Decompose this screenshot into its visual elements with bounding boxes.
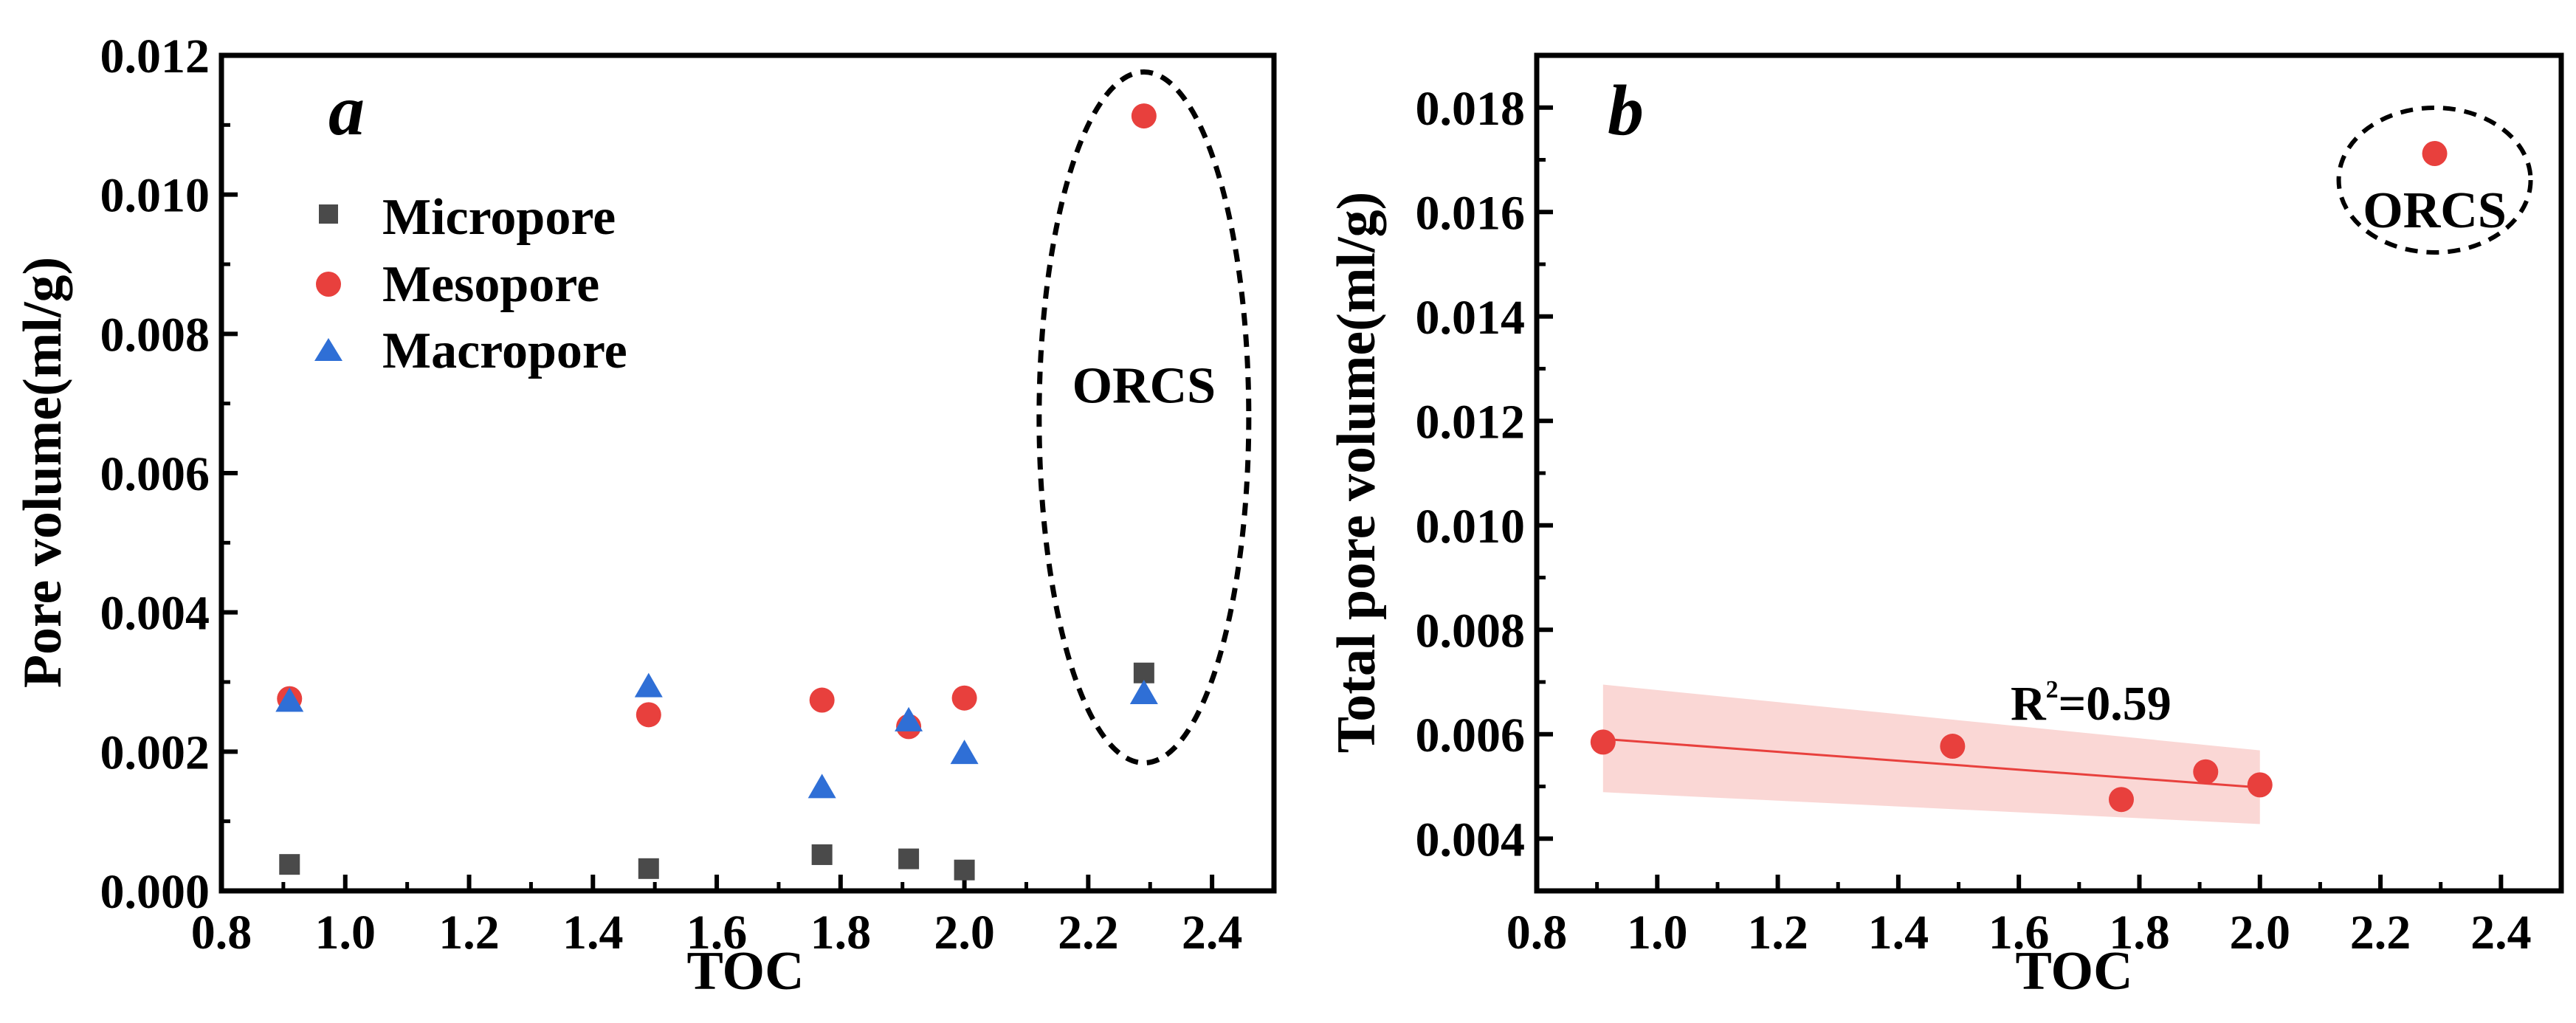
micropore-point bbox=[279, 854, 300, 875]
micropore-point bbox=[898, 848, 920, 869]
x-tick-label: 2.4 bbox=[1182, 906, 1243, 960]
x-tick-label: 1.8 bbox=[2109, 906, 2170, 960]
panel-b-confidence-band bbox=[1602, 684, 2260, 824]
y-tick-label: 0.002 bbox=[100, 726, 210, 779]
micropore-point bbox=[954, 859, 975, 881]
y-tick-label: 0.018 bbox=[1416, 82, 1526, 136]
y-tick-label: 0.004 bbox=[1416, 813, 1526, 867]
y-tick-label: 0.016 bbox=[1416, 186, 1526, 240]
y-tick-label: 0.012 bbox=[100, 30, 210, 83]
x-tick-label: 2.4 bbox=[2470, 906, 2532, 960]
panel-a-orcs-ellipse bbox=[1036, 69, 1252, 766]
x-tick-label: 1.2 bbox=[1747, 906, 1808, 960]
y-tick-label: 0.010 bbox=[1416, 500, 1526, 554]
macropore-point bbox=[1129, 680, 1158, 705]
panel-b-letter: b bbox=[1608, 71, 1644, 151]
x-tick-label: 0.8 bbox=[191, 906, 252, 960]
x-tick-label: 1.8 bbox=[810, 906, 872, 960]
macropore-point bbox=[634, 672, 663, 698]
micropore-point bbox=[811, 844, 833, 865]
mesopore-point bbox=[951, 685, 977, 711]
x-tick-label: 2.0 bbox=[2230, 906, 2291, 960]
panel-a-y-axis-label: Pore volume(ml/g) bbox=[13, 257, 73, 688]
y-tick-label: 0.008 bbox=[100, 308, 210, 362]
panel-a-data-points bbox=[275, 103, 1158, 881]
total-pore-volume-point bbox=[2422, 141, 2448, 167]
x-tick-label: 0.8 bbox=[1506, 906, 1568, 960]
total-pore-volume-point bbox=[1940, 734, 1966, 760]
y-tick-label: 0.000 bbox=[100, 865, 210, 919]
panel-a-letter: a bbox=[328, 71, 365, 151]
panel-b-fit-line bbox=[1602, 737, 2260, 789]
panel-a-plot-frame bbox=[218, 52, 1277, 894]
panel-b-x-ticks: 0.8 1.0 1.2 1.4 1.6 1.8 2.0 2.2 2.4 bbox=[1506, 875, 2532, 960]
x-tick-label: 1.4 bbox=[1868, 906, 1929, 960]
y-tick-label: 0.012 bbox=[1416, 395, 1526, 449]
macropore-point bbox=[950, 740, 979, 765]
mesopore-point bbox=[1131, 103, 1157, 129]
x-tick-label: 1.0 bbox=[315, 906, 376, 960]
macropore-point bbox=[275, 687, 304, 712]
r2-prefix: R bbox=[2011, 677, 2047, 731]
mesopore-point bbox=[636, 702, 661, 728]
r2-value: =0.59 bbox=[2059, 677, 2172, 731]
x-tick-label: 1.0 bbox=[1627, 906, 1688, 960]
panel-b-r-squared: R2=0.59 bbox=[2011, 676, 2172, 731]
x-tick-label: 1.6 bbox=[1988, 906, 2050, 960]
panel-a-x-axis-label: TOC bbox=[686, 941, 804, 1002]
total-pore-volume-point bbox=[1590, 729, 1616, 755]
x-tick-label: 1.6 bbox=[686, 906, 748, 960]
legend-mesopore-circle-marker bbox=[316, 272, 341, 297]
y-tick-label: 0.004 bbox=[100, 587, 210, 641]
panel-b-y-axis-label: Total pore volume(ml/g) bbox=[1326, 192, 1387, 754]
x-tick-label: 1.4 bbox=[562, 906, 624, 960]
legend-macropore-triangle-marker bbox=[314, 338, 342, 361]
panel-b-orcs-ellipse bbox=[2336, 106, 2533, 255]
r2-superscript: 2 bbox=[2046, 676, 2059, 703]
legend-macropore-label: Macropore bbox=[382, 323, 627, 379]
panel-b-data-points bbox=[1590, 141, 2448, 813]
panel-a-x-ticks: 0.8 1.0 1.2 1.4 1.6 1.8 2.0 2.2 2.4 bbox=[191, 875, 1243, 960]
panel-b-orcs-label: ORCS bbox=[2363, 182, 2506, 239]
panel-b: 0.004 0.006 0.008 0.010 0.012 0.014 0.016 0.018… bbox=[1326, 52, 2564, 1002]
panel-a-y-ticks: 0.000 0.002 0.004 0.006 0.008 0.010 0.012 bbox=[100, 30, 238, 919]
y-tick-label: 0.014 bbox=[1416, 291, 1526, 345]
x-tick-label: 2.2 bbox=[2350, 906, 2411, 960]
legend-mesopore-label: Mesopore bbox=[382, 256, 599, 313]
total-pore-volume-point bbox=[2247, 772, 2273, 798]
legend-micropore-square-marker bbox=[319, 204, 338, 224]
y-tick-label: 0.006 bbox=[1416, 709, 1526, 762]
y-tick-label: 0.010 bbox=[100, 169, 210, 223]
mesopore-point bbox=[809, 687, 835, 713]
y-tick-label: 0.006 bbox=[100, 447, 210, 501]
y-tick-label: 0.008 bbox=[1416, 604, 1526, 658]
macropore-point bbox=[807, 774, 836, 799]
legend-micropore-label: Micropore bbox=[382, 189, 616, 246]
panel-a-legend: Micropore Mesopore Macropore bbox=[314, 189, 627, 379]
panel-b-x-axis-label: TOC bbox=[2015, 941, 2132, 1002]
macropore-point bbox=[895, 706, 923, 731]
x-tick-label: 2.0 bbox=[934, 906, 995, 960]
panel-a: 0.000 0.002 0.004 0.006 0.008 0.010 0.012 0.8 1… bbox=[13, 30, 1277, 1002]
micropore-point bbox=[638, 858, 659, 879]
panel-b-y-ticks: 0.004 0.006 0.008 0.010 0.012 0.014 0.016 0.018 bbox=[1416, 82, 1553, 867]
total-pore-volume-point bbox=[2193, 759, 2219, 785]
panel-a-orcs-label: ORCS bbox=[1072, 358, 1216, 415]
total-pore-volume-point bbox=[2108, 787, 2134, 813]
x-tick-label: 2.2 bbox=[1058, 906, 1119, 960]
x-tick-label: 1.2 bbox=[438, 906, 500, 960]
